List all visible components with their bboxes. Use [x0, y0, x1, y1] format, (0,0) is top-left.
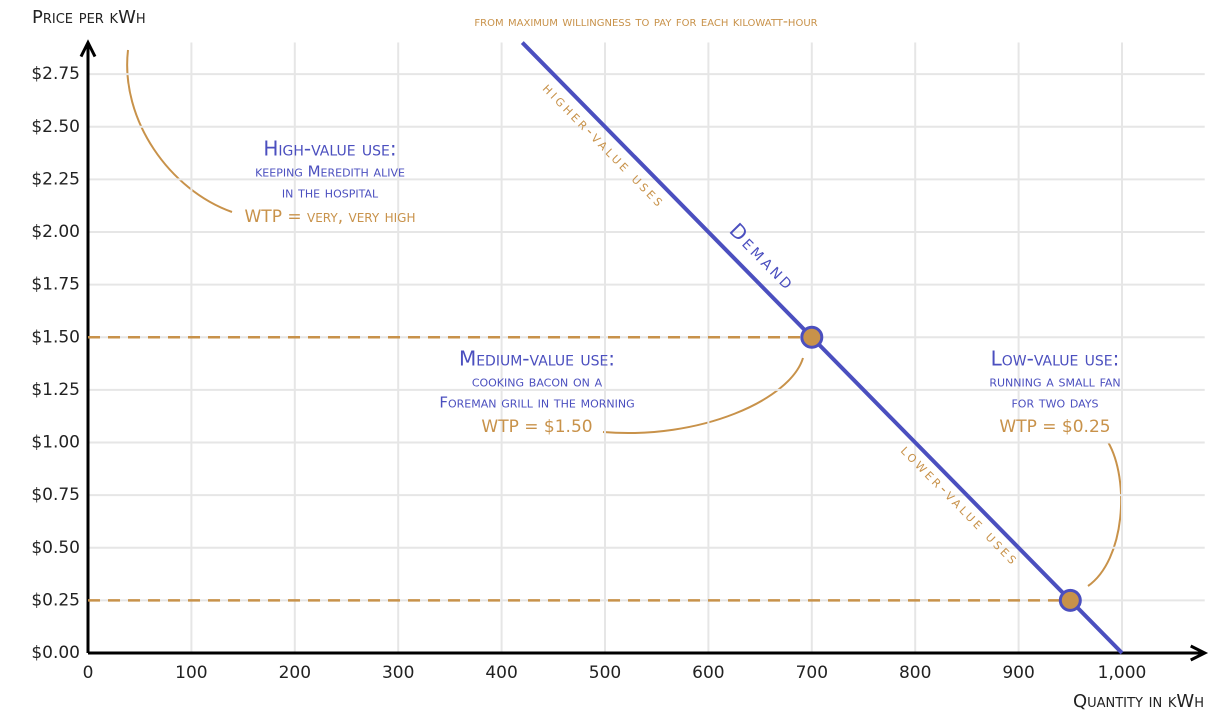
demand-line — [520, 41, 1124, 655]
x-tick-label: 600 — [692, 663, 724, 683]
annotation-title: High-value use: — [263, 137, 396, 161]
x-tick-label: 900 — [1002, 663, 1034, 683]
point — [1058, 588, 1082, 612]
x-axis — [88, 644, 1209, 662]
x-tick-label: 800 — [899, 663, 931, 683]
y-tick-label: $0.00 — [31, 643, 80, 663]
arrow — [1087, 441, 1123, 587]
x-tick-label: 200 — [279, 663, 311, 683]
y-axis — [79, 39, 97, 653]
x-tick-label: 100 — [175, 663, 207, 683]
x-tick-label: 1,000 — [1098, 663, 1147, 683]
y-tick-label: $1.00 — [31, 433, 80, 453]
x-axis-label: Quantity in kWh — [1073, 691, 1204, 712]
x-tick-label: 0 — [83, 663, 94, 683]
annotation-line: keeping Meredith alive — [255, 163, 405, 181]
x-tick-label: 400 — [485, 663, 517, 683]
annotation-wtp: WTP = $0.25 — [999, 417, 1110, 437]
y-tick-label: $2.50 — [31, 117, 80, 137]
y-tick-label: $1.25 — [31, 380, 80, 400]
annotation-line: Foreman grill in the morning — [439, 394, 634, 412]
annotation-wtp: WTP = $1.50 — [481, 417, 592, 437]
annotation-title: Medium-value use: — [459, 347, 615, 371]
annotation-line: cooking bacon on a — [472, 373, 603, 391]
chart-subtitle: from maximum willingness to pay for each… — [474, 14, 817, 30]
y-tick-label: $1.75 — [31, 275, 80, 295]
arrow — [126, 49, 233, 213]
x-tick-label: 300 — [382, 663, 414, 683]
y-axis-label: Price per kWh — [32, 7, 146, 28]
y-tick-label: $2.25 — [31, 169, 80, 189]
annotation-wtp: WTP = very, very high — [245, 207, 416, 227]
y-tick-label: $0.50 — [31, 538, 80, 558]
arrow — [602, 357, 804, 434]
point — [800, 325, 824, 349]
annotation-title: Low-value use: — [991, 347, 1120, 371]
annotation-line: for two days — [1011, 394, 1098, 412]
y-tick-label: $2.75 — [31, 64, 80, 84]
y-tick-label: $1.50 — [31, 327, 80, 347]
x-tick-label: 700 — [796, 663, 828, 683]
annotation-arrows — [126, 49, 1123, 587]
x-tick-label: 500 — [589, 663, 621, 683]
annotation-line: in the hospital — [282, 184, 379, 202]
y-tick-label: $2.00 — [31, 222, 80, 242]
y-tick-label: $0.75 — [31, 485, 80, 505]
y-tick-label: $0.25 — [31, 590, 80, 610]
annotation-line: running a small fan — [989, 373, 1120, 391]
